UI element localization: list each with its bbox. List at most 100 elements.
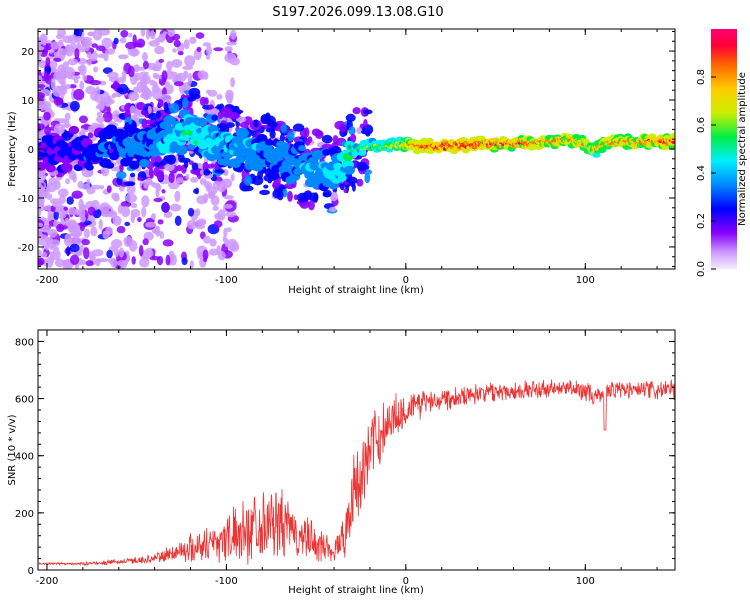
spectral-blob bbox=[321, 143, 334, 149]
spectral-blob bbox=[153, 197, 163, 203]
spectral-blob bbox=[105, 226, 113, 235]
spectral-blob bbox=[68, 125, 80, 135]
spectrogram-x-tick-label: -200 bbox=[36, 275, 59, 286]
spectral-blob bbox=[138, 245, 144, 257]
snr-y-tick-label: 600 bbox=[15, 395, 34, 406]
spectral-blob bbox=[194, 187, 200, 195]
spectral-blob bbox=[219, 122, 227, 131]
spectral-blob bbox=[230, 29, 237, 40]
spectral-blob bbox=[151, 213, 156, 220]
spectral-blob bbox=[345, 113, 356, 122]
spectral-blob bbox=[204, 137, 217, 148]
spectral-blob bbox=[81, 260, 86, 266]
spectral-blob bbox=[41, 226, 51, 233]
spectral-blob bbox=[161, 70, 168, 82]
spectral-blob bbox=[116, 130, 129, 140]
spectral-blob bbox=[125, 193, 137, 204]
spectral-blob bbox=[45, 243, 50, 251]
spectral-blob bbox=[99, 80, 107, 86]
spectral-blob bbox=[287, 190, 293, 202]
spectral-blob bbox=[224, 46, 233, 52]
spectral-blob bbox=[237, 128, 249, 138]
spectral-blob bbox=[93, 66, 99, 73]
spectral-blob bbox=[356, 127, 363, 135]
spectral-blob bbox=[187, 143, 196, 150]
spectral-blob bbox=[87, 206, 96, 216]
spectral-blob bbox=[128, 32, 133, 38]
figure-title: S197.2026.099.13.08.G10 bbox=[272, 5, 443, 20]
spectral-blob bbox=[223, 227, 228, 237]
spectral-blob bbox=[267, 179, 272, 184]
spectral-blob bbox=[44, 220, 50, 229]
spectral-blob bbox=[259, 189, 270, 196]
spectral-blob bbox=[126, 184, 136, 195]
spectral-blob bbox=[339, 123, 347, 133]
spectral-blob bbox=[69, 84, 77, 89]
spectral-blob bbox=[157, 219, 164, 225]
spectral-blob bbox=[202, 249, 209, 260]
spectral-blob bbox=[329, 206, 337, 212]
spectral-blob bbox=[162, 239, 174, 247]
spectral-blob bbox=[207, 89, 218, 97]
spectral-blob bbox=[58, 39, 64, 45]
spectrogram-y-tick-label: 20 bbox=[21, 47, 34, 58]
spectral-blob bbox=[195, 219, 205, 226]
spectral-blob bbox=[344, 165, 355, 175]
spectral-blob bbox=[243, 116, 253, 125]
spectral-blob bbox=[196, 195, 208, 205]
spectrogram-y-label: Frequency (Hz) bbox=[7, 111, 18, 187]
spectral-blob bbox=[128, 240, 138, 252]
spectral-blob bbox=[78, 207, 86, 218]
spectrogram-x-ticks: -200 -100 0 100 bbox=[36, 29, 658, 286]
spectral-blob bbox=[52, 85, 63, 97]
spectral-blob bbox=[41, 251, 48, 258]
spectral-blob bbox=[117, 54, 129, 60]
spectral-blob bbox=[130, 213, 135, 223]
snr-y-tick-label: 0 bbox=[28, 566, 34, 577]
spectral-blob bbox=[141, 195, 150, 208]
spectral-blob bbox=[140, 109, 147, 116]
spectrogram-y-tick-label: -20 bbox=[18, 243, 34, 254]
snr-x-label: Height of straight line (km) bbox=[288, 585, 424, 596]
spectral-blob bbox=[53, 210, 59, 221]
spectral-blob bbox=[167, 29, 176, 37]
spectral-blob bbox=[142, 238, 149, 246]
spectral-blob bbox=[337, 174, 347, 182]
spectral-blob bbox=[361, 129, 368, 135]
colorbar-tick-label: 0.4 bbox=[696, 165, 707, 181]
spectral-blob bbox=[661, 144, 670, 151]
spectral-blob bbox=[216, 245, 221, 256]
spectral-blob bbox=[179, 157, 191, 163]
spectral-blob bbox=[187, 207, 195, 217]
snr-frame bbox=[37, 329, 676, 571]
spectrogram-y-tick-label: -10 bbox=[18, 194, 34, 205]
spectral-blob bbox=[87, 132, 94, 139]
spectral-blob bbox=[38, 257, 43, 267]
spectral-blob bbox=[116, 171, 127, 180]
spectral-blob bbox=[282, 188, 288, 198]
spectral-blob bbox=[164, 115, 176, 125]
spectral-blob bbox=[90, 226, 98, 237]
spectral-blob bbox=[113, 37, 119, 45]
spectral-blob bbox=[145, 29, 150, 40]
spectral-blob bbox=[183, 39, 190, 50]
spectral-blob bbox=[106, 105, 111, 115]
spectral-blob bbox=[322, 192, 332, 198]
spectral-blob bbox=[195, 223, 206, 230]
spectral-blob bbox=[42, 41, 47, 46]
spectral-blob bbox=[166, 60, 173, 71]
spectral-blob bbox=[136, 102, 146, 110]
spectral-blob bbox=[226, 227, 232, 233]
spectral-blob bbox=[79, 80, 85, 90]
spectral-blob bbox=[137, 176, 143, 181]
spectral-blob bbox=[113, 194, 120, 202]
spectral-blob bbox=[213, 220, 223, 228]
spectral-blob bbox=[64, 118, 70, 129]
spectral-blob bbox=[46, 193, 53, 200]
spectral-blob bbox=[110, 258, 118, 268]
spectral-blob bbox=[85, 86, 96, 95]
snr-series-line bbox=[37, 378, 676, 567]
spectrogram-x-tick-label: 100 bbox=[576, 275, 595, 286]
spectral-blob bbox=[173, 81, 184, 87]
